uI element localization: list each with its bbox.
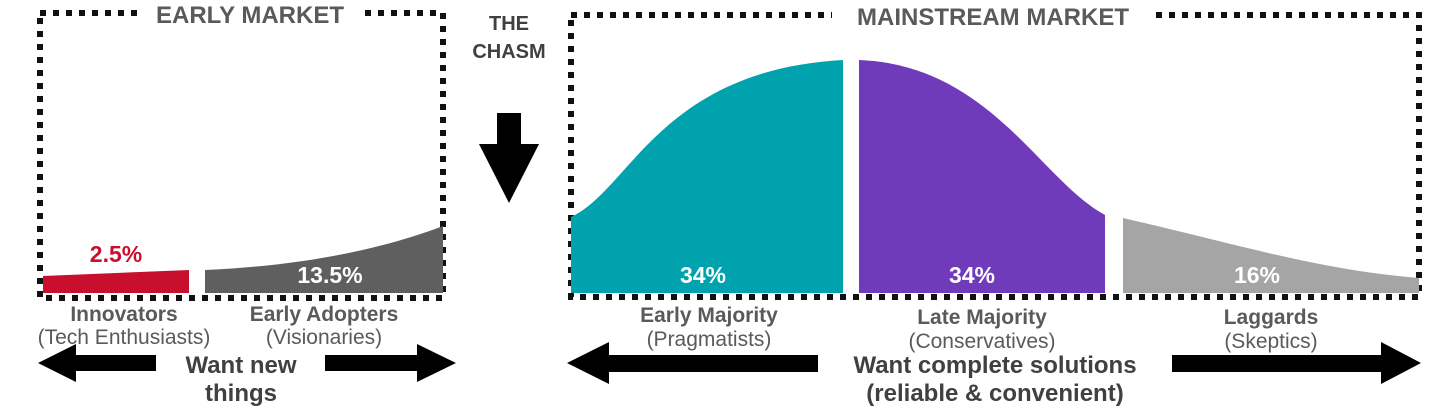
right-arrow-icon <box>325 344 456 382</box>
laggards-label: Laggards <box>1224 306 1319 329</box>
early-adopters-segment <box>205 226 443 293</box>
innovators-percent: 2.5% <box>90 241 142 267</box>
laggards-segment <box>1123 218 1419 293</box>
mainstream-market-title: MAINSTREAM MARKET <box>857 4 1129 31</box>
early-adopters-percent: 13.5% <box>297 262 362 288</box>
mainstream-want-line2: (reliable & convenient) <box>866 380 1123 407</box>
mainstream-market-box <box>568 12 1422 300</box>
mainstream-right-arrow-icon <box>1172 342 1421 384</box>
innovators-label: Innovators <box>70 303 177 326</box>
laggards-percent: 16% <box>1234 262 1280 288</box>
early-adopters-label: Early Adopters <box>250 303 399 326</box>
mainstream-market-group: MAINSTREAM MARKET 34% 34% 16% Early Majo… <box>567 3 1422 407</box>
mainstream-left-arrow-icon <box>567 342 818 384</box>
early-majority-segment <box>571 60 843 293</box>
early-market-want-line1: Want new <box>185 352 296 379</box>
innovators-segment <box>43 270 189 293</box>
early-market-box <box>37 10 446 301</box>
chasm-line2: CHASM <box>472 41 545 63</box>
late-majority-persona: (Conservatives) <box>908 330 1055 353</box>
left-arrow-icon <box>38 344 156 382</box>
late-majority-label: Late Majority <box>917 306 1047 329</box>
mainstream-want-line1: Want complete solutions <box>853 352 1136 379</box>
early-majority-percent: 34% <box>680 262 726 288</box>
laggards-persona: (Skeptics) <box>1224 330 1317 353</box>
early-market-group: EARLY MARKET 2.5% 13.5% Innovators (Tech… <box>37 2 456 407</box>
early-majority-persona: (Pragmatists) <box>647 328 772 351</box>
chasm-group: THE CHASM <box>472 13 546 203</box>
early-majority-label: Early Majority <box>640 304 778 327</box>
early-market-want-line2: things <box>205 380 277 407</box>
early-market-title: EARLY MARKET <box>156 2 344 29</box>
late-majority-segment <box>859 60 1105 293</box>
innovators-persona: (Tech Enthusiasts) <box>38 326 211 349</box>
late-majority-percent: 34% <box>949 262 995 288</box>
chasm-line1: THE <box>489 13 529 35</box>
early-adopters-persona: (Visionaries) <box>266 326 382 349</box>
down-arrow-icon <box>479 113 539 203</box>
